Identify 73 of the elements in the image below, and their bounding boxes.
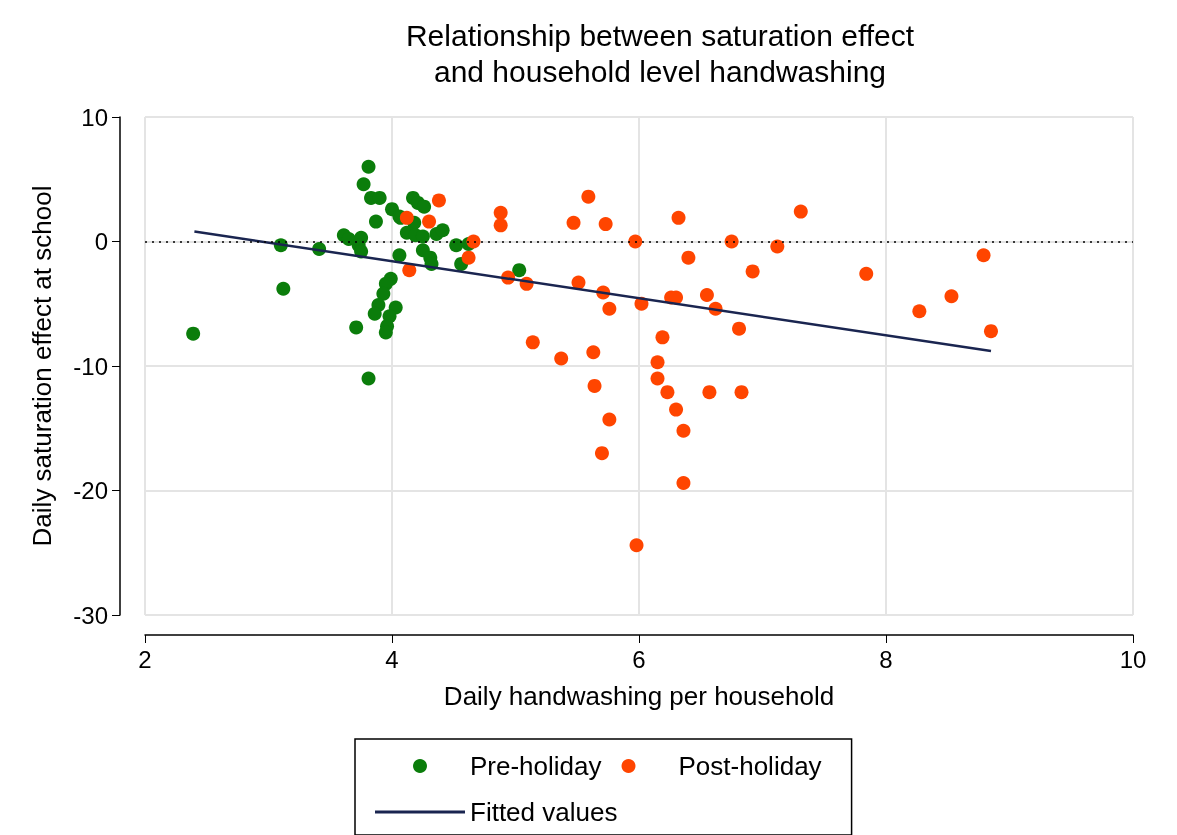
point <box>770 239 785 254</box>
x-tick-label: 6 <box>632 645 646 673</box>
point <box>628 234 643 249</box>
point <box>629 538 644 553</box>
chart-title: Relationship between saturation effect and household level handwashing <box>405 18 915 88</box>
x-tick-label: 2 <box>138 645 152 673</box>
y-tick-label: -30 <box>73 601 108 629</box>
y-axis-title: Daily saturation effect at school <box>27 185 57 547</box>
point <box>402 263 417 278</box>
point <box>399 210 414 225</box>
point <box>681 250 696 265</box>
point <box>793 204 808 219</box>
point <box>650 355 665 370</box>
point <box>676 423 691 438</box>
point <box>417 199 432 214</box>
point <box>186 326 201 341</box>
point <box>493 218 508 233</box>
point <box>378 325 393 340</box>
point <box>702 385 717 400</box>
point <box>512 263 527 278</box>
point <box>983 324 998 339</box>
point <box>976 248 991 263</box>
point <box>944 289 959 304</box>
point <box>566 215 581 230</box>
x-tick-label: 8 <box>879 645 893 673</box>
point <box>734 385 749 400</box>
point <box>594 446 609 461</box>
point <box>376 286 391 301</box>
point <box>368 214 383 229</box>
y-tick-label: 0 <box>94 228 108 255</box>
point <box>392 248 407 263</box>
point <box>361 371 376 386</box>
point <box>724 234 739 249</box>
point <box>650 371 665 386</box>
point <box>554 351 569 366</box>
point <box>745 264 760 279</box>
point <box>912 304 927 319</box>
point <box>581 189 596 204</box>
point <box>859 266 874 281</box>
point <box>367 306 382 321</box>
x-axis-title: Daily handwashing per household <box>443 681 835 711</box>
point <box>598 217 613 232</box>
x-tick-label: 10 <box>1119 645 1147 673</box>
legend-label: Post-holiday <box>678 751 822 781</box>
point <box>435 223 450 238</box>
point <box>669 402 684 417</box>
point <box>655 330 670 345</box>
y-tick-label: -20 <box>73 477 108 504</box>
point <box>422 214 437 229</box>
legend-label: Fitted values <box>470 797 618 827</box>
legend-label: Pre-holiday <box>470 751 602 781</box>
point <box>587 378 602 393</box>
point <box>461 250 476 265</box>
y-tick-label: -10 <box>73 352 108 380</box>
point <box>676 476 691 491</box>
point <box>699 288 714 303</box>
point <box>349 320 364 335</box>
point <box>449 238 464 253</box>
point <box>361 159 376 174</box>
y-tick-label: 10 <box>81 103 108 131</box>
point <box>431 193 446 208</box>
point <box>660 385 675 400</box>
point <box>586 345 601 360</box>
point <box>493 205 508 220</box>
point <box>466 234 481 249</box>
point <box>525 335 540 350</box>
point <box>356 177 371 192</box>
point <box>732 321 747 336</box>
point <box>602 412 617 427</box>
point <box>602 301 617 316</box>
point <box>276 281 291 296</box>
point <box>671 210 686 225</box>
x-tick-label: 4 <box>385 645 399 673</box>
